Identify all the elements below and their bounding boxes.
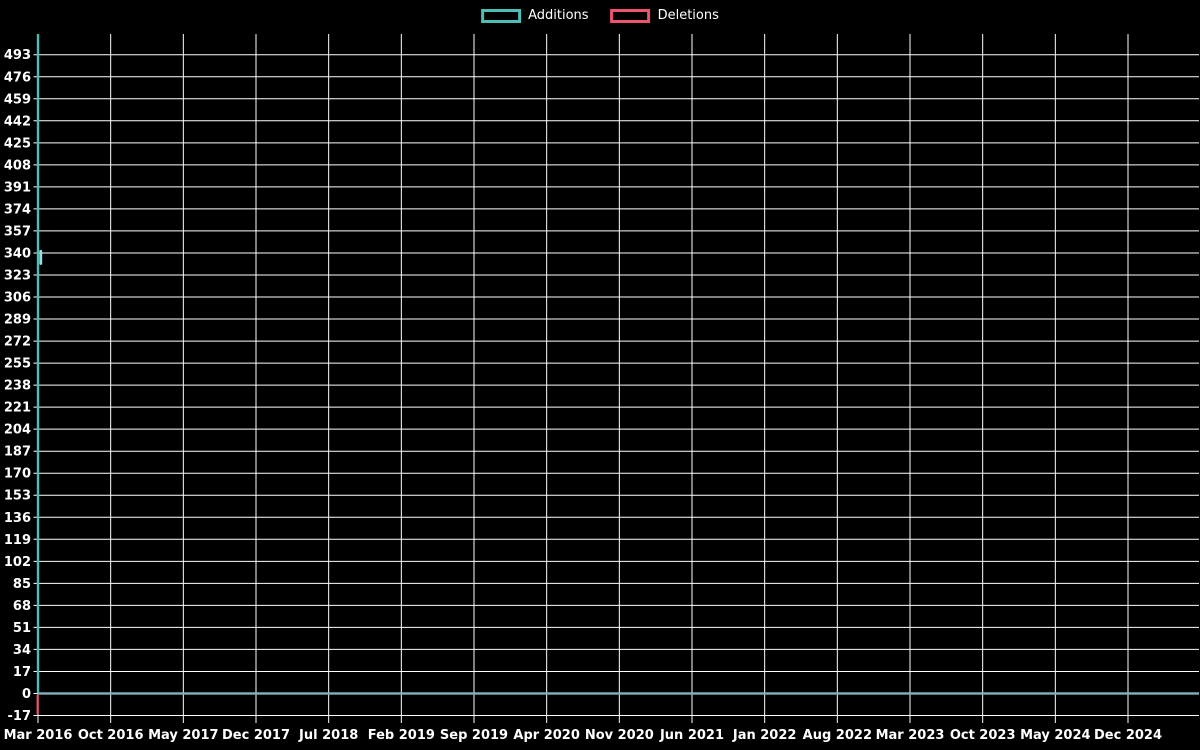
legend-item-additions[interactable]: Additions — [481, 7, 589, 25]
y-tick-label: 459 — [4, 92, 31, 107]
y-tick-label: -17 — [8, 709, 32, 724]
x-tick-label: Jan 2022 — [732, 728, 797, 743]
x-tick-label: Oct 2023 — [950, 728, 1016, 743]
y-tick-label: 102 — [4, 555, 31, 570]
additions-swatch-icon — [481, 9, 522, 23]
y-tick-label: 0 — [22, 687, 31, 702]
x-tick-label: Aug 2022 — [803, 728, 872, 743]
y-tick-label: 221 — [4, 401, 31, 416]
y-tick-label: 493 — [4, 48, 31, 63]
y-tick-label: 85 — [13, 577, 31, 592]
y-tick-label: 306 — [4, 291, 31, 306]
additions-spike-line — [36, 34, 40, 694]
x-tick-label: Dec 2017 — [222, 728, 290, 743]
y-tick-label: 255 — [4, 357, 31, 372]
y-tick-label: 357 — [4, 224, 31, 239]
x-tick-label: May 2017 — [148, 728, 219, 743]
x-tick-label: Apr 2020 — [513, 728, 580, 743]
y-tick-label: 17 — [13, 665, 31, 680]
y-tick-label: 391 — [4, 180, 31, 195]
y-tick-label: 323 — [4, 268, 31, 283]
x-tick-label: Dec 2024 — [1094, 728, 1162, 743]
y-tick-label: 425 — [4, 136, 31, 151]
x-tick-label: Oct 2016 — [78, 728, 144, 743]
y-tick-label: 68 — [13, 599, 31, 614]
y-tick-label: 153 — [4, 489, 31, 504]
y-tick-label: 238 — [4, 379, 31, 394]
y-tick-label: 119 — [4, 533, 31, 548]
x-tick-label: Nov 2020 — [585, 728, 654, 743]
y-tick-label: 272 — [4, 335, 31, 350]
legend-item-deletions[interactable]: Deletions — [610, 7, 719, 25]
x-tick-label: Feb 2019 — [368, 728, 435, 743]
x-tick-label: May 2024 — [1020, 728, 1091, 743]
y-tick-label: 476 — [4, 70, 31, 85]
y-tick-label: 136 — [4, 511, 31, 526]
y-tick-label: 34 — [13, 643, 31, 658]
y-tick-label: 204 — [4, 423, 31, 438]
x-tick-label: Mar 2016 — [4, 728, 73, 743]
x-tick-label: Sep 2019 — [440, 728, 508, 743]
y-tick-label: 374 — [4, 202, 31, 217]
y-tick-label: 187 — [4, 445, 31, 460]
chart-legend: Additions Deletions — [481, 7, 719, 25]
deletions-spike-line — [36, 694, 39, 715]
y-tick-label: 340 — [4, 246, 31, 261]
y-tick-label: 408 — [4, 158, 31, 173]
x-tick-label: Mar 2023 — [876, 728, 945, 743]
x-tick-label: Jul 2018 — [298, 728, 358, 743]
legend-label-deletions: Deletions — [657, 8, 719, 23]
additions-zero-line — [38, 692, 1199, 695]
y-tick-label: 170 — [4, 467, 31, 482]
x-tick-label: Jun 2021 — [659, 728, 724, 743]
y-tick-label: 51 — [13, 621, 31, 636]
y-tick-label: 442 — [4, 114, 31, 129]
y-tick-label: 289 — [4, 313, 31, 328]
deletions-swatch-icon — [610, 9, 651, 23]
legend-label-additions: Additions — [528, 8, 589, 23]
additions-point-marker — [39, 249, 43, 265]
